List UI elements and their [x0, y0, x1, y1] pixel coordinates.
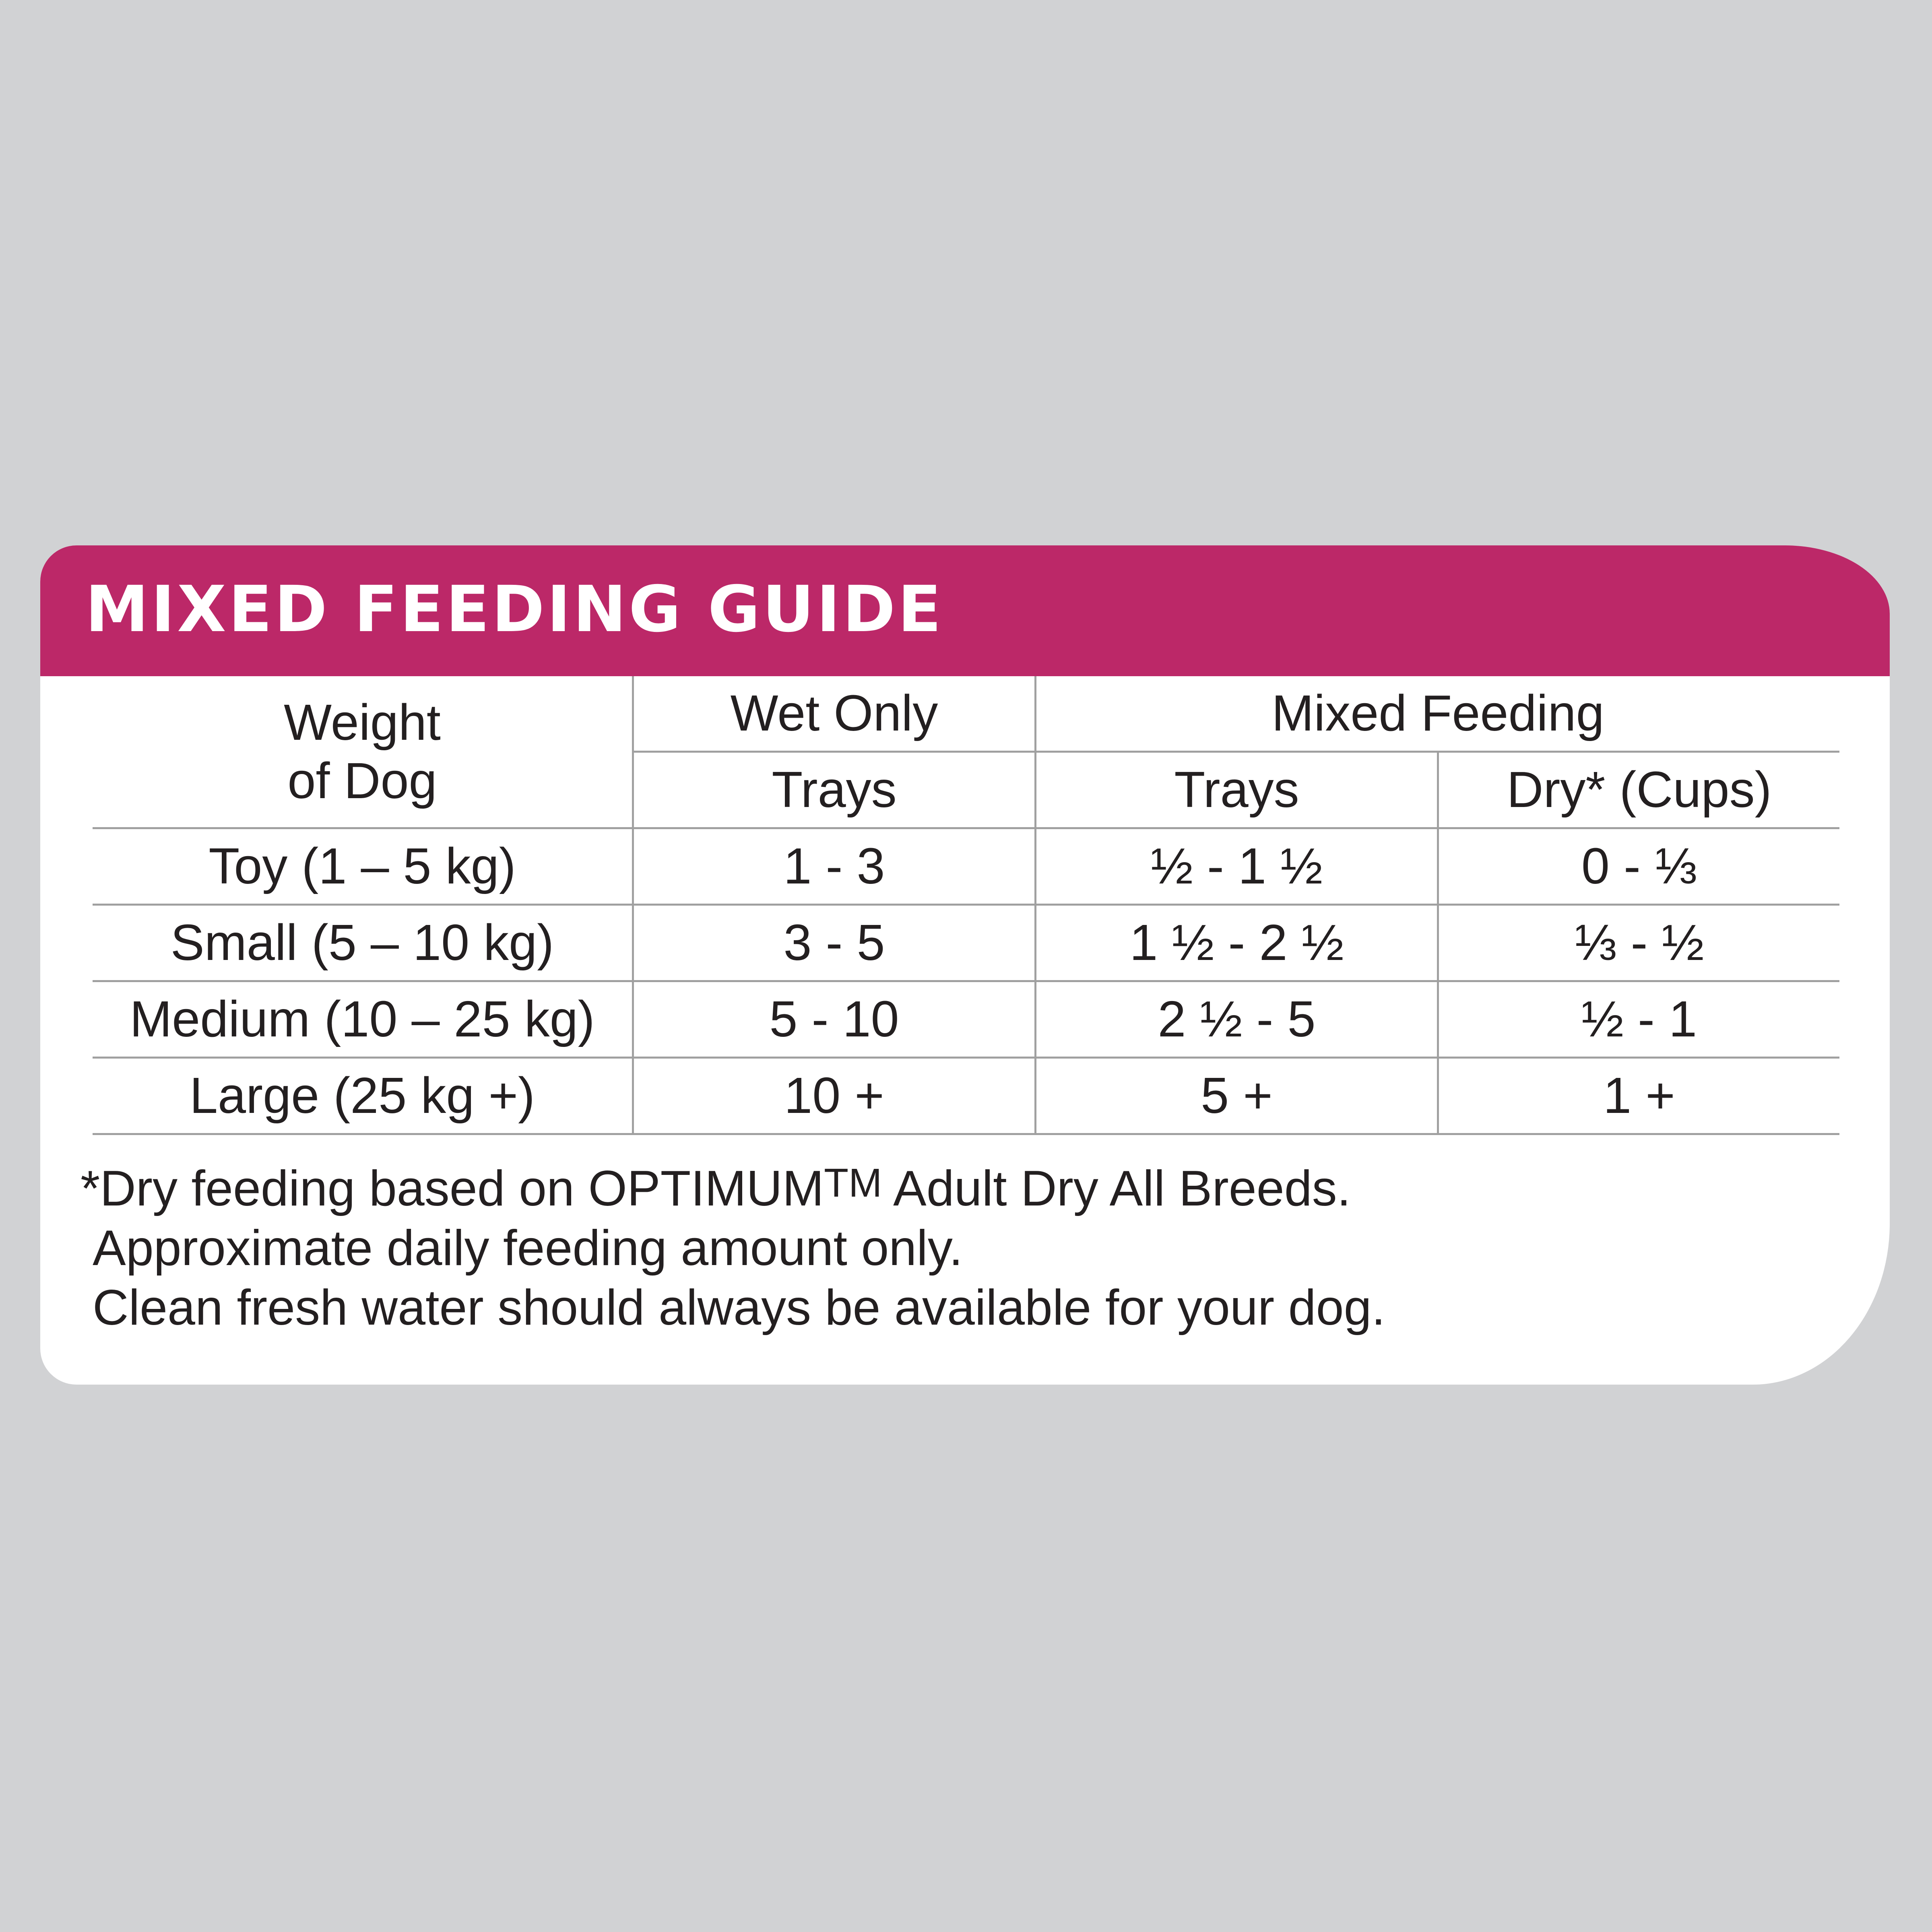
row-small-mixed-trays: 1 ½ - 2 ½ [1129, 914, 1344, 971]
footnote-approximate: Approximate daily feeding amount only. [93, 1220, 963, 1276]
row-toy-weight: Toy (1 – 5 kg) [208, 838, 516, 895]
row-small-dry-cups: ⅓ - ½ [1574, 914, 1704, 971]
footnotes: *Dry feeding based on OPTIMUMTM Adult Dr… [80, 1153, 1385, 1338]
rule-table-bottom [93, 1133, 1839, 1135]
divider-weight-wet [632, 676, 634, 1135]
row-large-weight: Large (25 kg +) [189, 1067, 535, 1124]
title-banner: MIXED FEEDING GUIDE [40, 545, 1890, 676]
row-large-wet-trays: 10 + [784, 1067, 884, 1124]
row-small-wet-trays: 3 - 5 [783, 914, 885, 971]
header-mixed-feeding: Mixed Feeding [1271, 685, 1604, 742]
row-toy-dry-cups: 0 - ⅓ [1581, 838, 1697, 895]
rule-row-1 [93, 904, 1839, 906]
row-medium-weight: Medium (10 – 25 kg) [130, 991, 595, 1048]
header-wet-trays: Trays [772, 761, 897, 818]
divider-mixed-dry [1437, 751, 1439, 1135]
header-weight-of-dog: Weight of Dog [93, 676, 632, 827]
footnote-water: Clean fresh water should always be avail… [93, 1280, 1386, 1335]
footnote-dry-feeding: *Dry feeding based on OPTIMUMTM Adult Dr… [80, 1153, 1385, 1218]
guide-title: MIXED FEEDING GUIDE [85, 572, 944, 646]
divider-wet-mixed [1034, 676, 1036, 1135]
rule-row-2 [93, 980, 1839, 982]
row-large-dry-cups: 1 + [1603, 1067, 1675, 1124]
row-medium-dry-cups: ½ - 1 [1581, 991, 1697, 1048]
feeding-guide-card: MIXED FEEDING GUIDE Weight of Dog Wet On… [40, 545, 1890, 1385]
footnote-dry-suffix: Adult Dry All Breeds. [882, 1161, 1351, 1216]
row-small-weight: Small (5 – 10 kg) [170, 914, 554, 971]
row-large-mixed-trays: 5 + [1201, 1067, 1273, 1124]
row-medium-mixed-trays: 2 ½ - 5 [1158, 991, 1316, 1048]
row-medium-wet-trays: 5 - 10 [769, 991, 899, 1048]
header-mixed-trays: Trays [1174, 761, 1299, 818]
rule-mixed-subheader [632, 751, 1839, 753]
footnote-dry-prefix: *Dry feeding based on OPTIMUM [80, 1161, 824, 1216]
trademark-mark: TM [824, 1160, 882, 1205]
rule-row-3 [93, 1057, 1839, 1059]
header-wet-only: Wet Only [730, 685, 938, 742]
feeding-table: Weight of Dog Wet Only Mixed Feeding Tra… [93, 676, 1839, 1135]
header-mixed-dry-cups: Dry* (Cups) [1507, 761, 1772, 818]
row-toy-wet-trays: 1 - 3 [783, 838, 885, 895]
header-weight-line1: Weight [284, 694, 441, 751]
header-weight-line2: of Dog [287, 752, 437, 809]
row-toy-mixed-trays: ½ - 1 ½ [1150, 838, 1323, 895]
rule-header-bottom [93, 827, 1839, 829]
